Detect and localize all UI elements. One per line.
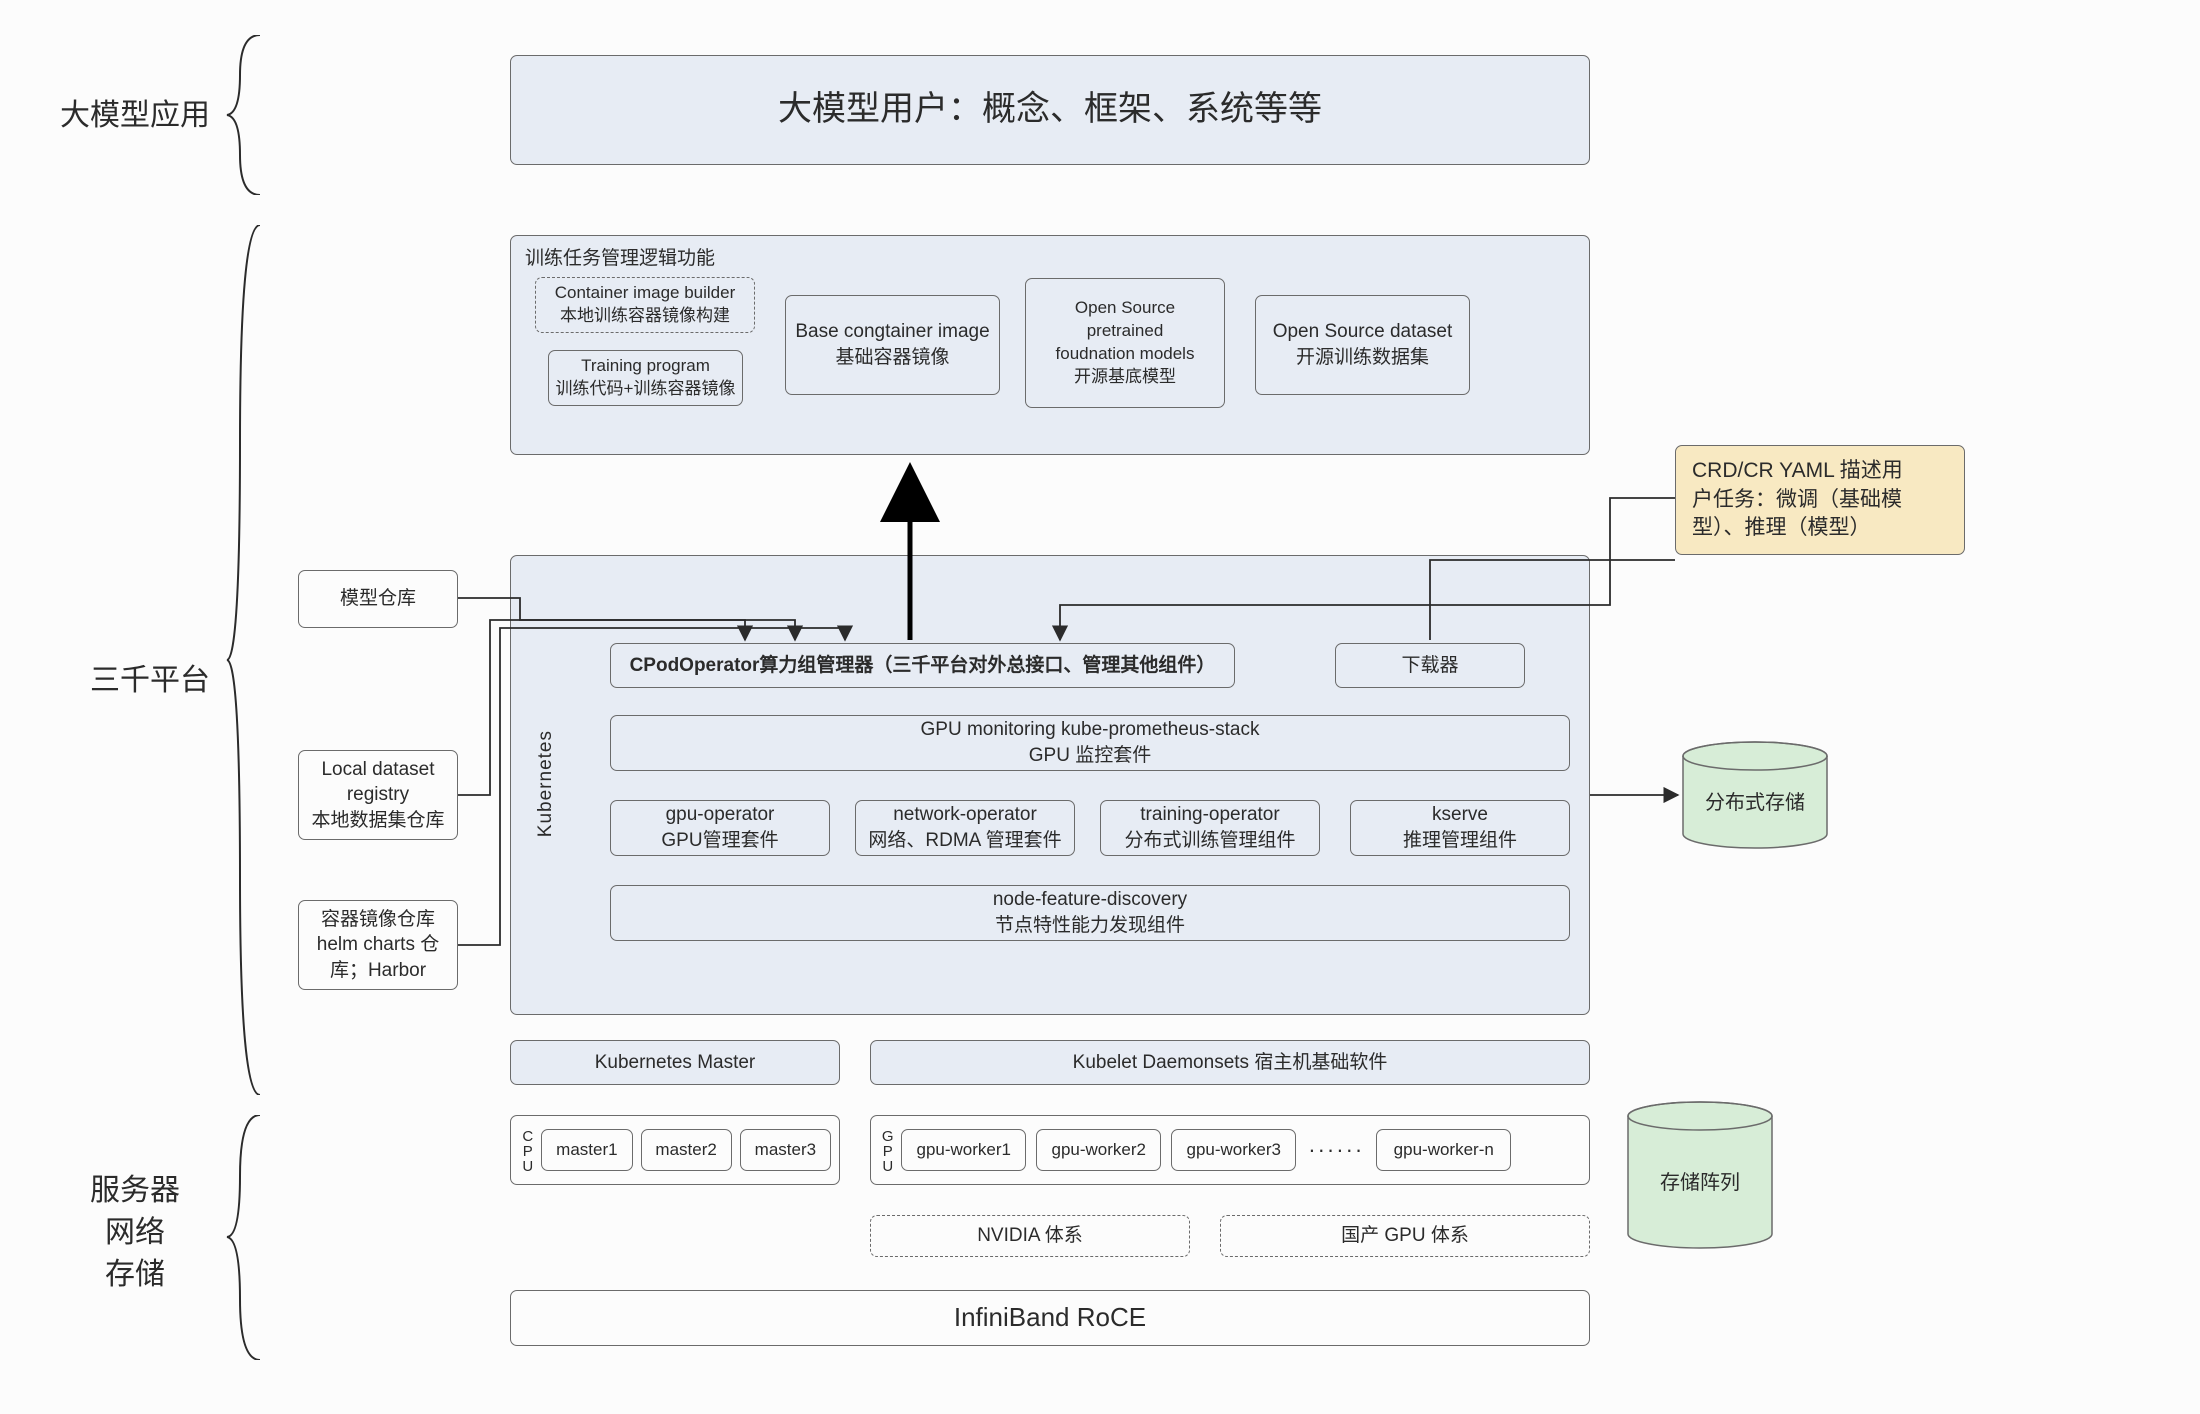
master-1: master1 bbox=[541, 1129, 632, 1171]
master-2: master2 bbox=[641, 1129, 732, 1171]
training-program-box: Training program 训练代码+训练容器镜像 bbox=[548, 350, 743, 406]
top-banner: 大模型用户：概念、框架、系统等等 bbox=[510, 55, 1590, 165]
infiniband-box: InfiniBand RoCE bbox=[510, 1290, 1590, 1346]
dist-storage-cylinder: 分布式存储 bbox=[1680, 740, 1830, 850]
cpu-masters-container: CPU master1 master2 master3 bbox=[510, 1115, 840, 1185]
gpu-vlabel: GPU bbox=[877, 1128, 897, 1173]
brace-2 bbox=[225, 225, 265, 1095]
model-repo-box: 模型仓库 bbox=[298, 570, 458, 628]
master-3: master3 bbox=[740, 1129, 831, 1171]
kubelet-box: Kubelet Daemonsets 宿主机基础软件 bbox=[870, 1040, 1590, 1085]
domestic-gpu-box: 国产 GPU 体系 bbox=[1220, 1215, 1590, 1257]
k8s-master-box: Kubernetes Master bbox=[510, 1040, 840, 1085]
gpu-workers-container: GPU gpu-worker1 gpu-worker2 gpu-worker3 … bbox=[870, 1115, 1590, 1185]
nvidia-box: NVIDIA 体系 bbox=[870, 1215, 1190, 1257]
storage-array-cylinder: 存储阵列 bbox=[1625, 1100, 1775, 1250]
brace-3 bbox=[225, 1115, 265, 1360]
brace-1 bbox=[225, 35, 265, 195]
gpu-worker-n: gpu-worker-n bbox=[1376, 1129, 1511, 1171]
cpu-vlabel: CPU bbox=[517, 1128, 537, 1173]
dist-storage-label: 分布式存储 bbox=[1705, 776, 1805, 815]
container-image-builder-box: Container image builder 本地训练容器镜像构建 bbox=[535, 277, 755, 333]
cpod-operator-box: CPodOperator算力组管理器（三千平台对外总接口、管理其他组件） bbox=[610, 643, 1235, 688]
harbor-box: 容器镜像仓库 helm charts 仓 库；Harbor bbox=[298, 900, 458, 990]
storage-array-label: 存储阵列 bbox=[1660, 1156, 1740, 1195]
foundation-models-box: Open Source pretrained foudnation models… bbox=[1025, 278, 1225, 408]
base-image-box: Base congtainer image 基础容器镜像 bbox=[785, 295, 1000, 395]
gpu-worker-2: gpu-worker2 bbox=[1036, 1129, 1161, 1171]
downloader-box: 下载器 bbox=[1335, 643, 1525, 688]
workers-ellipsis: ······ bbox=[1306, 1135, 1366, 1165]
section-label-app: 大模型应用 bbox=[60, 95, 210, 137]
training-operator-box: training-operator 分布式训练管理组件 bbox=[1100, 800, 1320, 856]
section-label-platform: 三千平台 bbox=[90, 660, 210, 702]
local-dataset-box: Local dataset registry 本地数据集仓库 bbox=[298, 750, 458, 840]
crd-note: CRD/CR YAML 描述用 户任务：微调（基础模 型）、推理（模型） bbox=[1675, 445, 1965, 555]
network-operator-box: network-operator 网络、RDMA 管理套件 bbox=[855, 800, 1075, 856]
datasets-box: Open Source dataset 开源训练数据集 bbox=[1255, 295, 1470, 395]
kserve-box: kserve 推理管理组件 bbox=[1350, 800, 1570, 856]
section-label-infra: 服务器 网络 存储 bbox=[90, 1170, 180, 1296]
k8s-panel bbox=[510, 555, 1590, 1015]
gpu-worker-1: gpu-worker1 bbox=[901, 1129, 1026, 1171]
gpu-worker-3: gpu-worker3 bbox=[1171, 1129, 1296, 1171]
gpu-operator-box: gpu-operator GPU管理套件 bbox=[610, 800, 830, 856]
training-panel-title: 训练任务管理逻辑功能 bbox=[525, 246, 715, 272]
gpu-monitoring-box: GPU monitoring kube-prometheus-stack GPU… bbox=[610, 715, 1570, 771]
nfd-box: node-feature-discovery 节点特性能力发现组件 bbox=[610, 885, 1570, 941]
k8s-vertical-label: Kubernetes bbox=[535, 730, 557, 837]
